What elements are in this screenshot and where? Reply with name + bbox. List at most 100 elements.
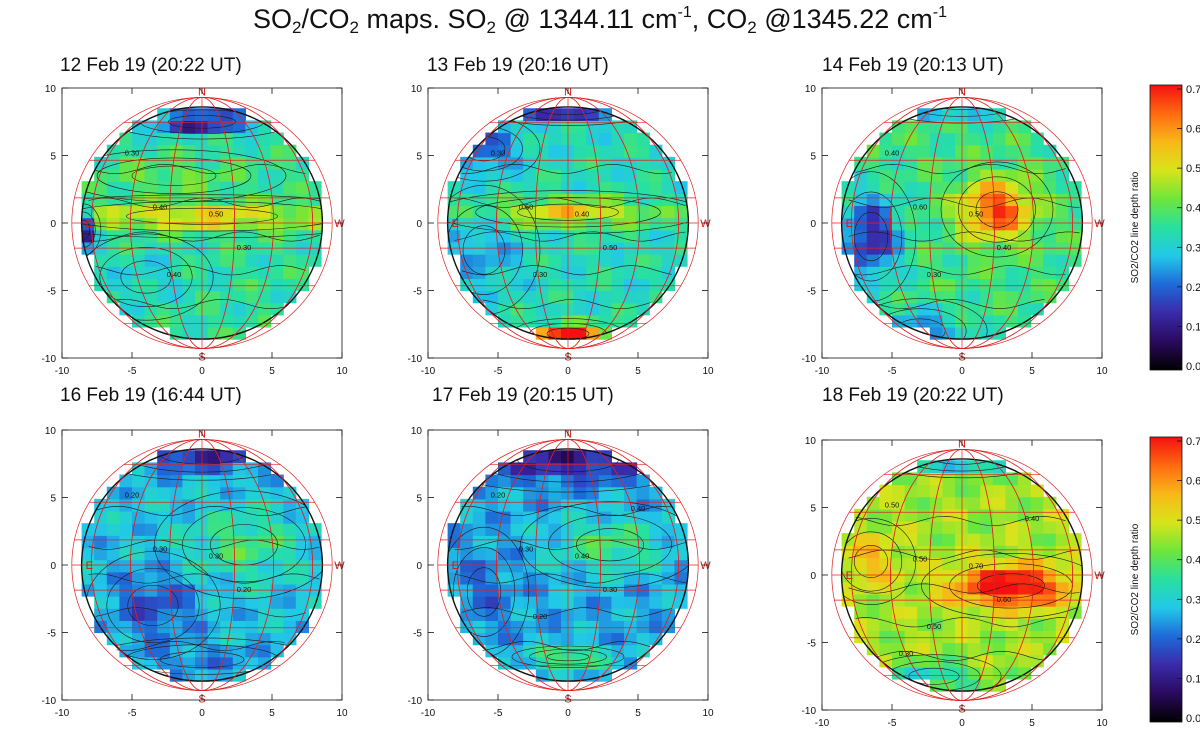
heatmap-cell bbox=[611, 290, 625, 304]
x-tick-label: -10 bbox=[55, 366, 70, 377]
heatmap-cell bbox=[967, 496, 981, 510]
heatmap-cell bbox=[498, 193, 512, 207]
heatmap-cell bbox=[586, 290, 600, 304]
heatmap-cell bbox=[1005, 156, 1019, 170]
heatmap-cell bbox=[498, 169, 512, 182]
heatmap-cell bbox=[561, 486, 575, 500]
heatmap-cell bbox=[485, 559, 499, 573]
heatmap-cell bbox=[182, 278, 196, 292]
heatmap-cell bbox=[980, 533, 994, 546]
heatmap-cell bbox=[207, 302, 221, 316]
heatmap-cell bbox=[929, 606, 943, 619]
heatmap-cell bbox=[195, 314, 209, 328]
x-tick-label: -5 bbox=[494, 708, 503, 719]
heatmap-cell bbox=[182, 144, 196, 158]
heatmap-cell bbox=[182, 656, 196, 670]
heatmap-cell bbox=[258, 486, 272, 500]
heatmap-cell bbox=[169, 169, 183, 182]
heatmap-cell bbox=[119, 486, 133, 500]
heatmap-cell bbox=[195, 474, 209, 488]
heatmap-cell bbox=[523, 547, 537, 561]
heatmap-cell bbox=[523, 314, 537, 328]
heatmap-cell bbox=[132, 571, 146, 585]
heatmap-cell bbox=[169, 314, 183, 328]
heatmap-cell bbox=[561, 656, 575, 670]
heatmap-cell bbox=[220, 132, 234, 146]
heatmap-cell bbox=[980, 290, 994, 304]
heatmap-cell bbox=[636, 278, 650, 292]
heatmap-cell bbox=[119, 169, 133, 182]
heatmap-cell bbox=[510, 314, 524, 328]
heatmap-cell bbox=[308, 596, 322, 609]
heatmap-cell bbox=[283, 181, 297, 194]
heatmap-cell bbox=[195, 620, 209, 634]
heatmap-cell bbox=[195, 535, 209, 549]
x-tick-label: 0 bbox=[199, 366, 205, 377]
heatmap-cell bbox=[611, 205, 625, 219]
heatmap-cell bbox=[258, 535, 272, 549]
heatmap-cell bbox=[283, 511, 297, 524]
heatmap-cell bbox=[548, 596, 562, 609]
heatmap-cell bbox=[498, 596, 512, 609]
heatmap-cell bbox=[586, 596, 600, 609]
heatmap-cell bbox=[81, 523, 95, 536]
heatmap-cell bbox=[548, 169, 562, 182]
heatmap-cell bbox=[917, 545, 931, 559]
contour-value-label: 0.20 bbox=[125, 491, 140, 500]
heatmap-cell bbox=[917, 181, 931, 194]
heatmap-cell bbox=[1005, 290, 1019, 304]
heatmap-cell bbox=[917, 569, 931, 583]
heatmap-cell bbox=[283, 535, 297, 549]
heatmap-cell bbox=[980, 229, 994, 243]
heatmap-cell bbox=[967, 193, 981, 207]
contour-line bbox=[940, 161, 1054, 258]
heatmap-cell bbox=[472, 523, 486, 536]
heatmap-cell bbox=[169, 596, 183, 609]
heatmap-cell bbox=[195, 656, 209, 670]
y-tick-label: -5 bbox=[807, 639, 816, 650]
contour-line bbox=[853, 211, 889, 262]
heatmap-cell bbox=[523, 644, 537, 658]
heatmap-cell bbox=[232, 535, 246, 549]
heatmap-cell bbox=[942, 472, 956, 486]
heatmap-cell bbox=[245, 314, 259, 328]
x-tick-label: -5 bbox=[888, 718, 897, 729]
heatmap-cell bbox=[295, 523, 309, 536]
heatmap-cell bbox=[523, 498, 537, 512]
contour-line bbox=[876, 298, 1045, 310]
heatmap-cell bbox=[245, 547, 259, 561]
heatmap-cell bbox=[548, 278, 562, 292]
heatmap-cell bbox=[624, 181, 638, 194]
heatmap-cell bbox=[270, 144, 284, 158]
heatmap-cell bbox=[841, 181, 855, 194]
heatmap-cell bbox=[611, 547, 625, 561]
heatmap-cell bbox=[94, 559, 108, 573]
heatmap-cell bbox=[106, 523, 120, 536]
heatmap-cell bbox=[132, 632, 146, 646]
heatmap-cell bbox=[182, 620, 196, 634]
heatmap-cell bbox=[510, 511, 524, 524]
heatmap-cell bbox=[649, 571, 663, 585]
heatmap-cell bbox=[1030, 521, 1044, 534]
heatmap-cell bbox=[967, 654, 981, 668]
heatmap-cell bbox=[106, 535, 120, 549]
heatmap-cell bbox=[220, 486, 234, 500]
heatmap-cell bbox=[992, 642, 1006, 656]
heatmap-cell bbox=[942, 581, 956, 595]
heatmap-cell bbox=[992, 229, 1006, 243]
heatmap-cell bbox=[485, 608, 499, 621]
heatmap-cell bbox=[1043, 217, 1057, 231]
heatmap-cell bbox=[308, 559, 322, 573]
heatmap-cell bbox=[573, 547, 587, 561]
heatmap-cell bbox=[967, 606, 981, 619]
heatmap-cell bbox=[535, 559, 549, 573]
heatmap-cell bbox=[232, 559, 246, 573]
east-label: E bbox=[86, 218, 93, 230]
contour-line bbox=[841, 531, 903, 592]
heatmap-cell bbox=[879, 606, 893, 619]
heatmap-cell bbox=[649, 620, 663, 634]
heatmap-cell bbox=[636, 181, 650, 194]
heatmap-cell bbox=[460, 193, 474, 207]
heatmap-cell bbox=[523, 571, 537, 585]
heatmap-cell bbox=[195, 668, 209, 682]
